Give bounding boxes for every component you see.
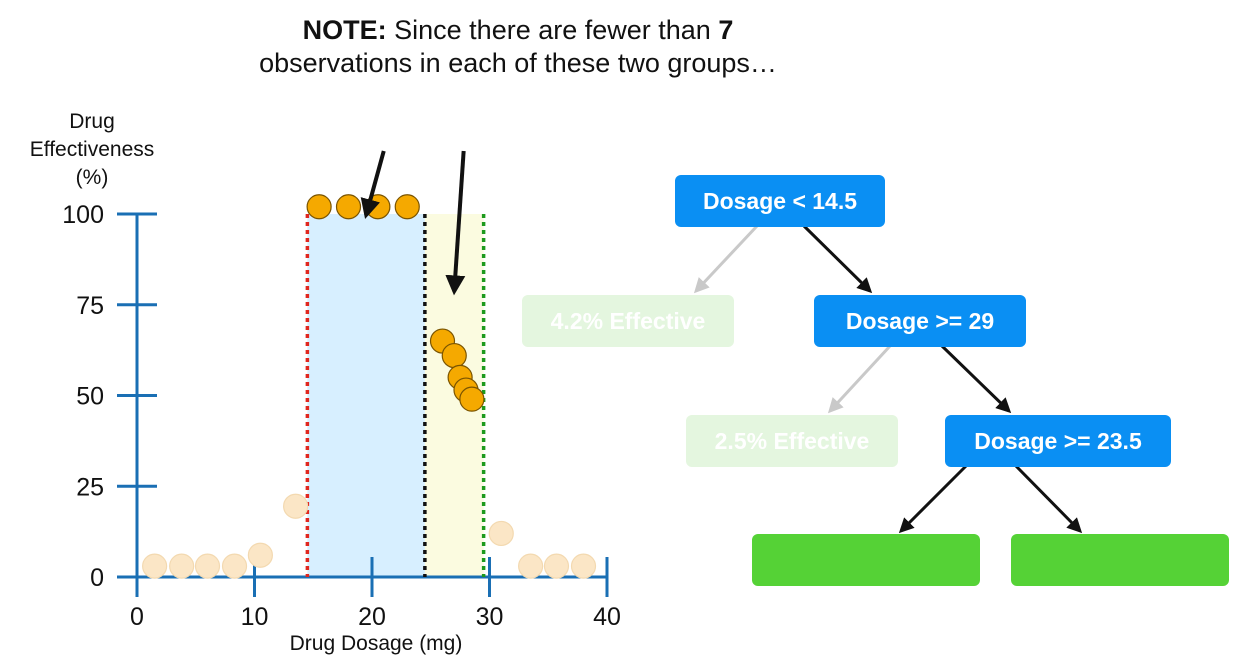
x-tick-label-0: 0 [130, 603, 144, 631]
edge-root-to-leaf1 [693, 224, 759, 294]
tree-leaf-a [752, 534, 980, 586]
y-tick-label-50: 50 [76, 383, 104, 411]
x-tick-label-10: 10 [241, 603, 269, 631]
note-arrow-0 [360, 150, 386, 220]
tree-leaf-2-label: 2.5% Effective [714, 427, 870, 454]
point-faded-8 [543, 553, 570, 579]
point-faded-1 [169, 553, 195, 579]
point-faded-7 [518, 553, 544, 579]
y-tick-label-25: 25 [76, 473, 104, 501]
tree-node-3: Dosage >= 23.5 [945, 415, 1171, 467]
tree-node-2: Dosage >= 29 [814, 295, 1026, 347]
tree-leaf-b [1011, 534, 1229, 586]
point-faded-6 [488, 520, 514, 547]
note-bold-number: 7 [718, 15, 734, 45]
tree-root-node: Dosage < 14.5 [675, 175, 885, 227]
point-highlighted-0 [306, 194, 332, 220]
x-tick-label-20: 20 [358, 603, 386, 631]
point-highlighted-3 [394, 194, 420, 220]
y-tick-label-0: 0 [90, 564, 104, 592]
note-text-2: observations in each of these two groups… [259, 48, 777, 78]
point-faded-9 [570, 553, 597, 579]
x-axis-label: Drug Dosage (mg) [289, 632, 463, 655]
note-annotation: NOTE: Since there are fewer than 7 obser… [248, 14, 788, 80]
note-arrow-1 [445, 150, 466, 296]
note-bold-prefix: NOTE: [302, 15, 387, 45]
point-faded-3 [221, 553, 248, 579]
edge-node3-to-leafa [898, 464, 968, 534]
note-text-1: Since there are fewer than [386, 15, 719, 45]
y-tick-label-100: 100 [62, 201, 104, 229]
x-tick-label-40: 40 [593, 603, 621, 631]
tree-leaf-1: 4.2% Effective [522, 295, 734, 347]
tree-node-3-label: Dosage >= 23.5 [974, 427, 1142, 454]
tree-leaf-1-label: 4.2% Effective [550, 307, 706, 334]
point-faded-5 [283, 493, 309, 519]
tree-root-label: Dosage < 14.5 [702, 187, 858, 214]
point-faded-2 [194, 553, 221, 579]
tree-leaf-2: 2.5% Effective [686, 415, 898, 467]
y-tick-label-75: 75 [76, 292, 104, 320]
edge-root-to-node2 [802, 224, 873, 294]
edge-node2-to-leaf2 [827, 344, 892, 414]
x-tick-label-30: 30 [476, 603, 504, 631]
point-highlighted-8 [459, 386, 485, 412]
y-axis-label: Drug Effectiveness (%) [29, 110, 155, 189]
edge-node2-to-node3 [940, 344, 1012, 414]
point-highlighted-1 [335, 194, 362, 220]
point-faded-0 [142, 553, 168, 579]
region-0 [307, 214, 425, 577]
point-highlighted-5 [441, 342, 467, 369]
edge-node3-to-leafb [1014, 464, 1083, 534]
tree-node-2-label: Dosage >= 29 [845, 307, 995, 334]
point-faded-4 [247, 542, 273, 568]
